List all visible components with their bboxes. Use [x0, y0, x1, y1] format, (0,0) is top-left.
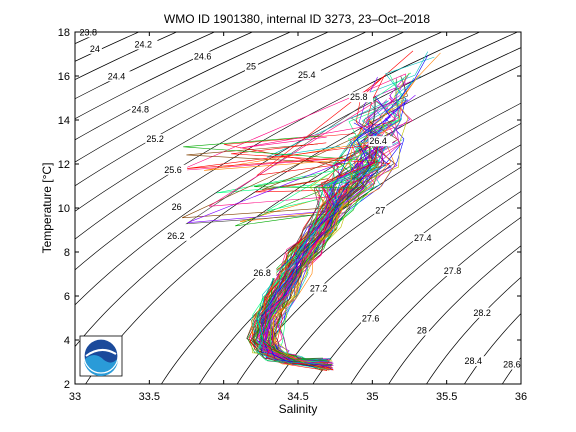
y-tick-label-7: 16	[58, 71, 70, 83]
contour-label-bg-13	[368, 136, 393, 147]
density-contour-labels: 23.824 24.224.424.624.82525.225.425.625.8…	[78, 27, 527, 370]
contour-label-bg-6	[244, 61, 258, 72]
density-contour-21	[426, 276, 521, 384]
contour-label-20: 28	[417, 325, 427, 335]
profile-line-93	[255, 142, 380, 370]
x-tick-label-2: 34	[218, 391, 230, 403]
density-contour-19	[350, 216, 521, 384]
contour-label-bg-4	[192, 51, 217, 62]
contour-label-bg-5	[130, 104, 155, 115]
density-contour-4	[75, 32, 254, 120]
density-contour-2	[75, 32, 178, 81]
profile-line-99	[256, 166, 384, 365]
contour-label-bg-3	[106, 71, 131, 82]
contour-label-4: 24.6	[194, 52, 212, 62]
contour-label-14: 26.8	[253, 268, 271, 278]
contour-label-7: 25.2	[146, 134, 164, 144]
contour-label-16: 27.2	[310, 284, 328, 294]
profile-line-88	[264, 99, 388, 367]
contour-label-22: 28.4	[465, 356, 483, 366]
density-contour-20	[388, 245, 521, 384]
contour-label-18: 27.6	[362, 313, 380, 323]
contour-label-9: 25.6	[164, 165, 182, 175]
contour-label-17: 27.4	[414, 233, 432, 243]
contour-label-13: 26.4	[369, 136, 387, 146]
density-contour-6	[75, 32, 329, 163]
contour-label-bg-9	[163, 164, 188, 175]
contour-label-23: 28.6	[503, 360, 521, 370]
x-tick-label-6: 36	[515, 391, 527, 403]
y-tick-label-6: 14	[58, 115, 70, 127]
contour-label-1: 24	[90, 44, 100, 54]
y-tick-label-2: 6	[64, 291, 70, 303]
profile-line-94	[273, 145, 370, 368]
contour-label-12: 26.2	[167, 231, 185, 241]
contour-label-6: 25	[246, 61, 256, 71]
density-contour-14	[160, 102, 521, 384]
contour-label-bg-15	[374, 205, 388, 216]
density-contour-18	[312, 190, 521, 384]
density-contour-7	[75, 32, 367, 187]
contour-label-11: 26	[172, 202, 182, 212]
x-tick-label-5: 35.5	[436, 391, 457, 403]
profile-line-96	[262, 96, 391, 367]
chart-title: WMO ID 1901380, internal ID 3273, 23–Oct…	[164, 12, 430, 26]
contour-label-15: 27	[375, 206, 385, 216]
density-contour-9	[75, 32, 443, 240]
contour-label-bg-23	[502, 359, 527, 370]
y-tick-label-1: 4	[64, 335, 70, 347]
y-tick-label-4: 10	[58, 203, 70, 215]
profile-line-98	[253, 175, 363, 362]
contour-label-bg-11	[170, 202, 184, 213]
profile-line-87	[262, 75, 421, 362]
contour-label-bg-12	[166, 230, 191, 241]
x-tick-label-3: 34.5	[287, 391, 308, 403]
contour-label-bg-8	[297, 70, 321, 81]
contour-label-2: 24.2	[134, 39, 152, 49]
x-tick-label-4: 35	[366, 391, 378, 403]
contour-label-bg-21	[472, 307, 497, 318]
contour-label-5: 24.8	[131, 104, 149, 114]
contour-label-8: 25.4	[298, 70, 316, 80]
contour-label-bg-19	[442, 266, 467, 276]
profile-lines	[179, 50, 441, 372]
profile-line-91	[273, 52, 441, 371]
x-axis: 33 33.5 34 34.5 35 35.5 36	[69, 32, 527, 403]
contour-label-10: 25.8	[350, 92, 368, 102]
profile-line-84	[261, 54, 429, 370]
x-axis-label: Salinity	[279, 402, 318, 416]
density-contour-10	[75, 32, 481, 271]
y-tick-label-5: 12	[58, 159, 70, 171]
contour-label-bg-18	[360, 313, 385, 324]
contour-label-3: 24.4	[108, 71, 126, 81]
density-contour-22	[463, 313, 521, 384]
noaa-logo	[79, 335, 123, 377]
y-tick-label-8: 18	[58, 27, 70, 39]
x-tick-label-1: 33.5	[139, 391, 160, 403]
contour-label-bg-1	[88, 43, 102, 54]
profile-line-97	[185, 143, 378, 365]
profile-line-60	[259, 142, 402, 368]
y-tick-label-3: 8	[64, 247, 70, 259]
contour-label-bg-17	[412, 233, 437, 243]
density-contour-17	[274, 166, 521, 384]
profile-line-95	[259, 187, 332, 369]
contour-label-21: 28.2	[473, 308, 491, 318]
contour-label-bg-20	[415, 325, 429, 336]
y-tick-label-0: 2	[64, 379, 70, 391]
y-axis-label: Temperature [°C]	[40, 163, 54, 254]
density-contour-5	[75, 32, 292, 141]
density-contour-11	[75, 32, 519, 306]
contour-label-bg-16	[308, 283, 333, 294]
contour-label-bg-22	[463, 356, 488, 367]
contour-label-bg-2	[133, 39, 158, 50]
x-tick-label-0: 33	[69, 391, 81, 403]
contour-label-bg-7	[145, 134, 170, 144]
contour-label-19: 27.8	[444, 266, 462, 276]
contour-label-bg-14	[252, 268, 277, 279]
contour-label-bg-10	[349, 92, 374, 103]
profile-line-80	[260, 161, 375, 364]
